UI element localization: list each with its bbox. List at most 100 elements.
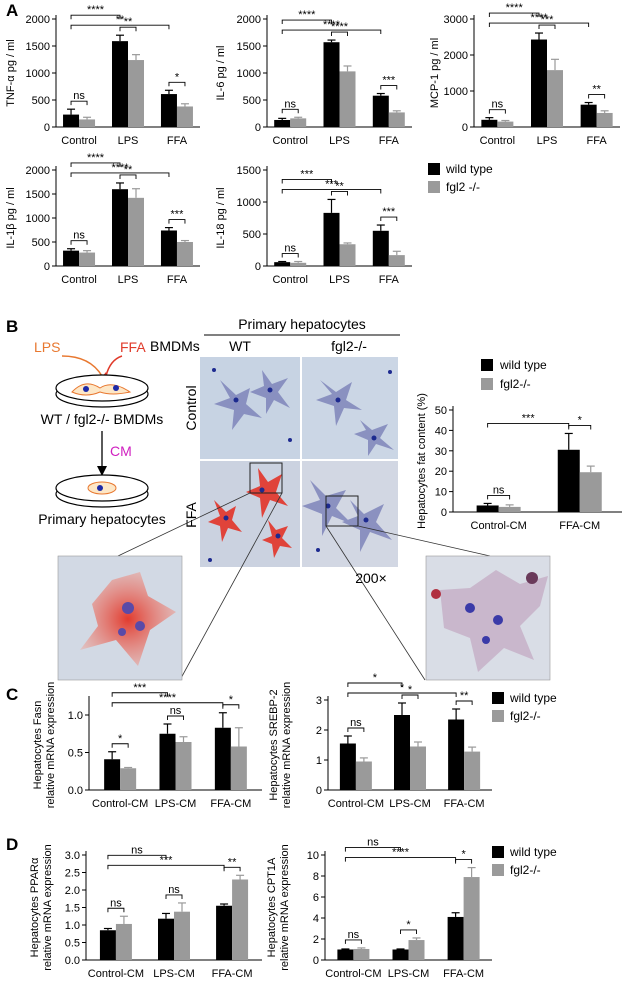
- legend-b: wild type fgl2-/-: [481, 358, 547, 391]
- significance-bracket: [281, 29, 382, 35]
- significance-bracket: [70, 100, 88, 106]
- y-tick-label: 500: [243, 229, 261, 241]
- bar: [388, 112, 405, 127]
- significance-label: *: [175, 71, 180, 83]
- y-tick-label: 40: [435, 425, 447, 437]
- y-tick-label: 500: [243, 95, 261, 107]
- significance-label: **: [116, 14, 125, 26]
- bar: [128, 60, 144, 127]
- y-tick-label: 0: [44, 261, 50, 273]
- x-tick-label: LPS-CM: [389, 798, 431, 810]
- bar: [464, 751, 481, 790]
- significance-bracket: [165, 894, 183, 899]
- significance-bracket: [70, 24, 170, 30]
- legend-label-fgl2: fgl2 -/-: [446, 180, 480, 194]
- significance-label: *: [373, 672, 378, 684]
- legend-d: wild type fgl2-/-: [492, 845, 557, 877]
- y-tick-label: 1000: [26, 213, 50, 225]
- bar: [159, 733, 176, 790]
- significance-bracket: [347, 727, 365, 732]
- y-tick-label: 1500: [237, 41, 261, 53]
- significance-label: ****: [506, 2, 524, 14]
- y-tick-label: 0: [255, 261, 261, 273]
- significance-bracket: [70, 240, 88, 245]
- significance-label: ***: [300, 168, 314, 180]
- legend-swatch-wild-type: [492, 692, 504, 704]
- significance-bracket: [223, 866, 241, 872]
- significance-label: ****: [298, 9, 316, 21]
- schematic-lps-label: LPS: [34, 339, 60, 355]
- y-tick-label: 1000: [26, 68, 50, 80]
- bar: [79, 119, 96, 127]
- y-tick-label: 10: [435, 487, 447, 499]
- micrograph-grid: Primary hepatocytes BMDMs WT fgl2-/- Con…: [57, 316, 551, 681]
- zoom-line: [117, 492, 251, 557]
- x-tick-label: FFA: [167, 274, 188, 286]
- bar: [63, 114, 80, 127]
- bar: [176, 106, 193, 127]
- y-axis-label: relative mRNA expression: [281, 682, 293, 809]
- ffa-arrow: [105, 355, 123, 377]
- y-tick-label: 0: [44, 122, 50, 134]
- x-tick-label: Control-CM: [328, 798, 384, 810]
- bar: [290, 118, 307, 127]
- x-tick-label: Control: [61, 135, 96, 147]
- bar: [355, 761, 372, 790]
- legend-swatch-wild-type: [481, 359, 493, 371]
- nucleus-dot: [118, 628, 126, 636]
- chart-fat-content: 0 10 20 30 40 50 Hepatocytes fat content (%) Co…: [416, 393, 622, 532]
- schematic-hepatocyte-label: Primary hepatocytes: [38, 511, 166, 527]
- significance-label: ns: [284, 243, 296, 255]
- significance-label: ****: [392, 847, 410, 859]
- significance-bracket: [344, 847, 401, 852]
- chart-tnf-alpha: 0 500 1000 1500 2000 TNF-α pg / ml Control LPS F…: [5, 4, 200, 147]
- x-tick-label: Control-CM: [92, 798, 148, 810]
- significance-label: ****: [159, 692, 177, 704]
- bar: [580, 104, 597, 127]
- x-tick-label: LPS: [329, 135, 350, 147]
- significance-bracket: [455, 700, 473, 705]
- significance-bracket: [281, 253, 299, 258]
- bar: [596, 112, 613, 127]
- bar: [216, 905, 233, 960]
- schematic-bmdm-label: WT / fgl2-/- BMDMs: [41, 411, 164, 427]
- bar: [115, 923, 132, 960]
- significance-bracket: [344, 939, 362, 944]
- y-axis-label: relative mRNA expression: [279, 844, 291, 971]
- lipid-droplet: [431, 589, 441, 599]
- significance-label: ****: [87, 152, 105, 164]
- zoom-line: [325, 525, 426, 681]
- significance-bracket: [111, 743, 129, 748]
- significance-label: *: [408, 684, 413, 696]
- significance-bracket: [168, 81, 186, 87]
- x-tick-label: LPS: [118, 135, 139, 147]
- significance-bracket: [331, 190, 348, 196]
- bar: [392, 949, 409, 960]
- y-tick-label: 20: [435, 466, 447, 478]
- significance-label: ****: [87, 4, 105, 16]
- nucleus-dot: [135, 621, 145, 631]
- significance-label: ns: [73, 90, 85, 102]
- significance-bracket: [70, 172, 170, 177]
- y-tick-label: 1.0: [65, 920, 80, 932]
- y-tick-label: 1000: [237, 197, 261, 209]
- y-axis-label: Hepatocytes SREBP-2: [268, 689, 280, 800]
- significance-label: ***: [522, 412, 536, 424]
- bar: [323, 42, 340, 127]
- bar: [120, 768, 137, 790]
- significance-label: ***: [160, 854, 174, 866]
- y-tick-label: 0.5: [65, 938, 80, 950]
- y-tick-label: 2.5: [65, 868, 80, 880]
- legend-label-wild-type: wild type: [445, 162, 493, 176]
- significance-label: ns: [350, 717, 362, 729]
- legend-label-wild-type: wild type: [499, 358, 547, 372]
- x-tick-label: FFA-CM: [443, 968, 484, 980]
- magnification-label: 200×: [355, 570, 387, 586]
- y-tick-label: 1500: [26, 41, 50, 53]
- legend-swatch-fgl2: [492, 710, 504, 722]
- y-axis-label: MCP-1 pg / ml: [429, 38, 441, 108]
- bar: [372, 95, 389, 127]
- panel-label-d: D: [6, 835, 18, 854]
- y-tick-label: 2: [313, 934, 319, 946]
- bar: [463, 877, 480, 960]
